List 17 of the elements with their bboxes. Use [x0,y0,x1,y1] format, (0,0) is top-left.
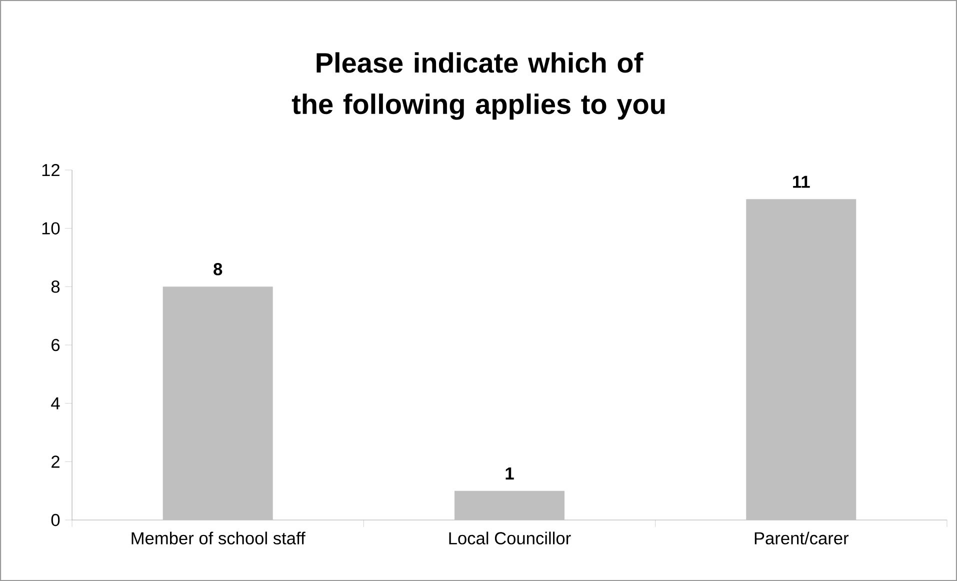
bar [454,490,564,520]
y-tick-label: 6 [52,338,60,352]
y-tick-label: 10 [42,222,60,234]
x-tick-label: Local Councillor [449,532,571,544]
x-tick-label: Parent/carer [754,532,849,544]
y-tick-label: 8 [51,280,60,293]
bar [162,286,273,520]
data-label: 11 [793,176,810,188]
chart-title: Please indicate which of the following applies to you [292,52,665,120]
y-tick-label: 2 [52,456,60,468]
data-label: 8 [214,263,222,276]
y-tick-label: 4 [51,397,60,410]
y-tick-label: 12 [42,164,60,176]
y-tick-label: 0 [51,514,60,526]
x-tick-label: Member of school staff [132,532,306,544]
bar [746,199,856,520]
data-label: 1 [506,468,514,480]
